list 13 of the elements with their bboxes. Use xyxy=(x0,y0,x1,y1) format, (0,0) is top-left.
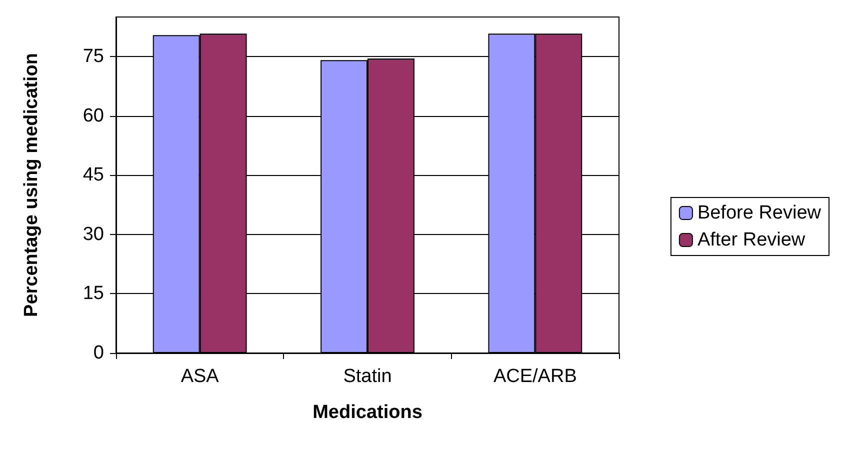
y-tick-label: 15 xyxy=(82,283,104,304)
legend-label: After Review xyxy=(697,230,806,250)
x-tick-label: ACE/ARB xyxy=(493,366,577,387)
y-tick-label: 75 xyxy=(82,46,104,68)
x-tick-label: Statin xyxy=(343,366,392,387)
y-tick-label: 30 xyxy=(82,224,104,245)
legend-label: Before Review xyxy=(697,202,822,224)
x-tick-label: ASA xyxy=(180,366,220,387)
y-axis-title: Percentage using medication xyxy=(21,53,42,317)
y-tick-label: 45 xyxy=(82,164,104,186)
x-axis-title: Medications xyxy=(312,402,422,423)
y-tick-label: 60 xyxy=(82,105,104,126)
y-tick-label: 0 xyxy=(93,342,104,364)
